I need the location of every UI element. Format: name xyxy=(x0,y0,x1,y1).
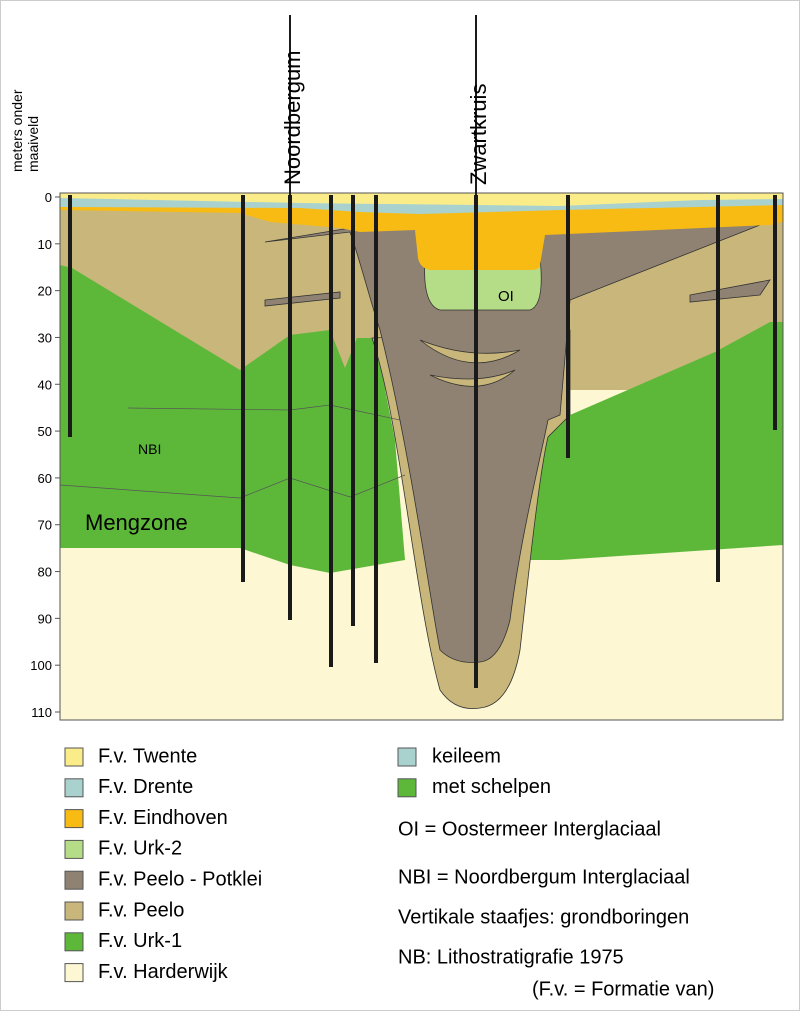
legend-label: F.v. Urk-2 xyxy=(98,838,182,860)
tick-label: 90 xyxy=(38,611,52,626)
note: NBI = Noordbergum Interglaciaal xyxy=(398,866,690,888)
legend-label: met schelpen xyxy=(432,776,551,798)
tick-label: 60 xyxy=(38,471,52,486)
layer-eindhoven xyxy=(60,205,783,270)
legend-label: F.v. Urk-1 xyxy=(98,930,182,952)
tick-label: 40 xyxy=(38,377,52,392)
legend-swatch xyxy=(64,901,84,921)
profile-label: Zwartkruis xyxy=(466,84,491,185)
legend-swatch xyxy=(397,747,417,767)
legend-swatch xyxy=(397,778,417,798)
zone-label: Mengzone xyxy=(85,510,188,535)
legend-label: F.v. Peelo - Potklei xyxy=(98,868,262,890)
cross-section: Noordbergum Zwartkruis meters onder maai… xyxy=(9,15,784,721)
layer-urk2 xyxy=(424,257,542,311)
tick-label: 20 xyxy=(38,284,52,299)
zone-label: NBI xyxy=(138,441,161,457)
tick-label: 30 xyxy=(38,330,52,345)
profile-label: Noordbergum xyxy=(280,50,305,185)
layer-potklei xyxy=(264,221,771,663)
note: NB: Lithostratigrafie 1975 xyxy=(398,946,624,968)
tick-label: 70 xyxy=(38,518,52,533)
tick-label: 80 xyxy=(38,565,52,580)
legend-label: F.v. Peelo xyxy=(98,899,184,921)
section-border xyxy=(59,192,784,721)
legend-swatch xyxy=(64,809,84,829)
note: Vertikale staafjes: grondboringen xyxy=(398,906,689,928)
legend-label: F.v. Twente xyxy=(98,745,197,767)
legend-swatch xyxy=(64,839,84,859)
legend-label: F.v. Harderwijk xyxy=(98,961,229,983)
layer-twente xyxy=(60,193,783,206)
depth-axis: 0 10 20 30 40 50 60 70 80 90 100 110 xyxy=(30,190,60,720)
legend-swatch xyxy=(64,932,84,952)
layer-urk1-left xyxy=(60,265,405,573)
tick-label: 110 xyxy=(31,705,52,720)
legend-swatch xyxy=(64,963,84,983)
tick-label: 50 xyxy=(38,424,52,439)
tick-label: 100 xyxy=(30,658,52,673)
legend-label: keileem xyxy=(432,745,501,767)
legend-label: F.v. Drente xyxy=(98,776,193,798)
lens-peelo xyxy=(419,339,521,387)
note: OI = Oostermeer Interglaciaal xyxy=(398,818,661,840)
legend-swatch xyxy=(64,747,84,767)
axis-label: maaiveld xyxy=(25,116,41,172)
legend: F.v. Twente F.v. Drente F.v. Eindhoven F.v.… xyxy=(64,745,714,1000)
zone-label: OI xyxy=(498,288,514,305)
tick-label: 0 xyxy=(45,190,52,205)
legend-swatch xyxy=(64,870,84,890)
axis-label: meters onder xyxy=(9,89,25,172)
note: (F.v. = Formatie van) xyxy=(532,978,714,1000)
legend-swatch xyxy=(64,778,84,798)
tick-label: 10 xyxy=(38,237,52,252)
nbi-line xyxy=(127,404,401,421)
legend-label: F.v. Eindhoven xyxy=(98,807,228,829)
